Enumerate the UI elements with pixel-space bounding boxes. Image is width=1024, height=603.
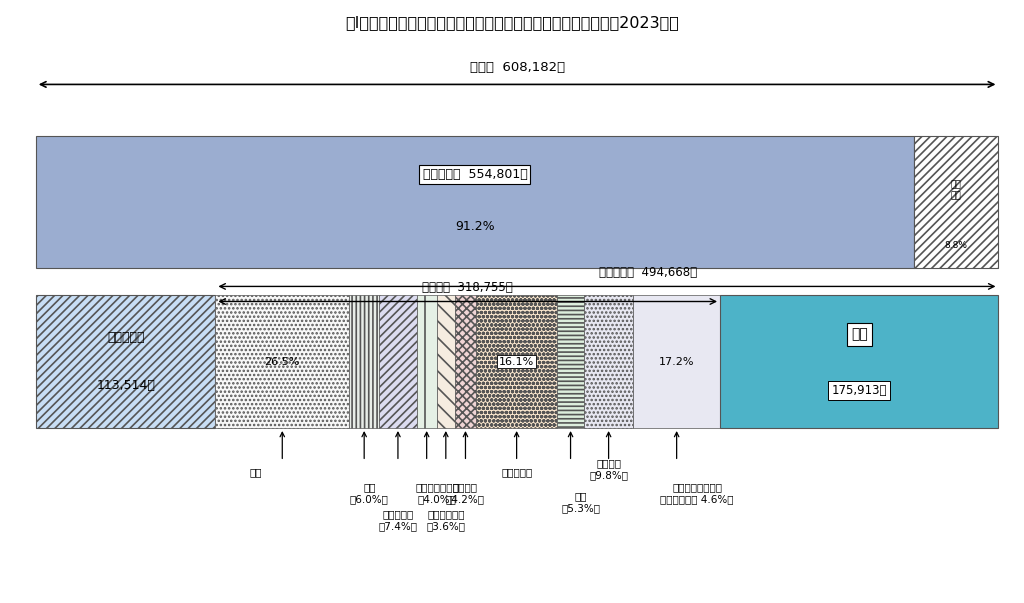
Text: 113,514円: 113,514円 — [96, 379, 155, 393]
Text: 教養娯楽
（9.8%）: 教養娯楽 （9.8%） — [589, 458, 628, 480]
Text: 食料: 食料 — [249, 467, 262, 478]
Text: 175,913円: 175,913円 — [831, 384, 887, 397]
Text: 勤め先収入  554,801円: 勤め先収入 554,801円 — [423, 168, 527, 182]
Bar — [215, 295, 349, 428]
Text: 可処分所得  494,668円: 可処分所得 494,668円 — [599, 266, 697, 279]
Bar — [455, 295, 476, 428]
Text: 家具・家事用品
（4.0%）: 家具・家事用品 （4.0%） — [415, 482, 459, 504]
Text: 住居
（6.0%）: 住居 （6.0%） — [350, 482, 389, 504]
Bar — [349, 295, 379, 428]
Bar — [633, 295, 720, 428]
Text: その
の他: その の他 — [950, 180, 962, 200]
Bar — [584, 295, 633, 428]
Text: 教育
（5.3%）: 教育 （5.3%） — [561, 491, 600, 513]
Bar — [36, 295, 215, 428]
Bar — [720, 295, 998, 428]
Text: 黒字: 黒字 — [851, 327, 867, 342]
Text: その他の消費支出
（うち交際費 4.6%）: その他の消費支出 （うち交際費 4.6%） — [660, 482, 734, 504]
Bar — [913, 136, 998, 268]
Text: 実収入  608,182円: 実収入 608,182円 — [470, 60, 564, 74]
Text: 図Ⅰ－２－８　二人以上の世帯のうち勤労者世帯の家計収支　－2023年－: 図Ⅰ－２－８ 二人以上の世帯のうち勤労者世帯の家計収支 －2023年－ — [345, 15, 679, 30]
Text: 16.1%: 16.1% — [499, 357, 535, 367]
Bar — [36, 136, 913, 268]
Bar — [557, 295, 584, 428]
Text: 8.8%: 8.8% — [945, 241, 968, 250]
Text: 消費支出  318,755円: 消費支出 318,755円 — [422, 281, 513, 294]
Text: 交通・通信: 交通・通信 — [501, 467, 532, 478]
Text: 被服及び履物
（3.6%）: 被服及び履物 （3.6%） — [426, 510, 465, 531]
Bar — [437, 295, 455, 428]
Bar — [417, 295, 437, 428]
Bar — [379, 295, 417, 428]
Text: 光熱・水道
（7.4%）: 光熱・水道 （7.4%） — [379, 510, 418, 531]
Text: 26.5%: 26.5% — [264, 357, 300, 367]
Text: 非消費支出: 非消費支出 — [106, 331, 144, 344]
Text: 91.2%: 91.2% — [455, 219, 495, 233]
Text: 保健医療
（4.2%）: 保健医療 （4.2%） — [446, 482, 485, 504]
Bar — [476, 295, 557, 428]
Text: 17.2%: 17.2% — [658, 357, 694, 367]
